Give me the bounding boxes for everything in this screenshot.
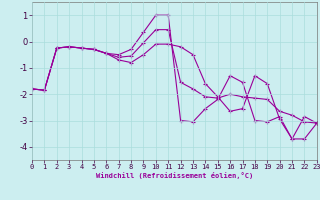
X-axis label: Windchill (Refroidissement éolien,°C): Windchill (Refroidissement éolien,°C) (96, 172, 253, 179)
